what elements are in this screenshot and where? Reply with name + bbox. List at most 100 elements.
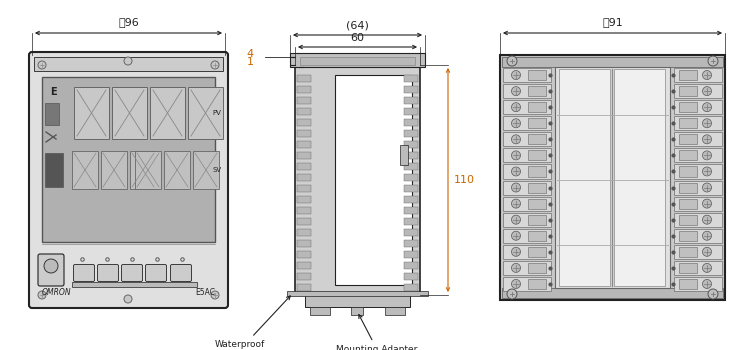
Bar xyxy=(674,245,722,259)
Bar xyxy=(404,229,418,236)
Bar xyxy=(528,198,546,209)
FancyBboxPatch shape xyxy=(170,265,191,281)
FancyBboxPatch shape xyxy=(38,254,64,286)
Bar xyxy=(528,70,546,80)
Bar xyxy=(674,277,722,291)
Text: 91: 91 xyxy=(602,17,622,27)
Bar xyxy=(404,75,418,82)
Bar xyxy=(404,141,418,148)
Bar xyxy=(297,152,311,159)
Bar xyxy=(297,119,311,126)
Circle shape xyxy=(703,135,712,144)
Bar xyxy=(297,207,311,214)
Circle shape xyxy=(512,279,520,288)
Circle shape xyxy=(512,86,520,96)
FancyBboxPatch shape xyxy=(122,265,142,281)
Bar xyxy=(297,262,311,269)
Bar xyxy=(502,288,723,298)
Bar xyxy=(297,273,311,280)
Bar xyxy=(528,215,546,225)
Bar xyxy=(404,86,418,93)
Bar xyxy=(679,279,697,289)
Bar xyxy=(528,167,546,176)
Text: PV: PV xyxy=(212,110,221,116)
Bar xyxy=(297,240,311,247)
Bar xyxy=(404,108,418,115)
Bar xyxy=(674,148,722,162)
Bar xyxy=(679,247,697,257)
Bar xyxy=(295,65,420,295)
Bar xyxy=(674,197,722,211)
Bar xyxy=(674,100,722,114)
Bar xyxy=(297,229,311,236)
Bar xyxy=(297,174,311,181)
Circle shape xyxy=(38,61,46,69)
Bar xyxy=(297,185,311,192)
Circle shape xyxy=(124,295,132,303)
Bar xyxy=(45,103,59,125)
Bar xyxy=(404,218,418,225)
Bar xyxy=(674,84,722,98)
Circle shape xyxy=(703,151,712,160)
Bar xyxy=(404,174,418,181)
Circle shape xyxy=(703,86,712,96)
Circle shape xyxy=(512,264,520,272)
Bar xyxy=(164,151,190,189)
Circle shape xyxy=(512,119,520,128)
Bar xyxy=(674,68,722,82)
Bar xyxy=(404,130,418,137)
Bar xyxy=(674,213,722,227)
Bar xyxy=(555,67,670,288)
Text: 110: 110 xyxy=(454,175,475,185)
Bar xyxy=(310,307,330,315)
Bar xyxy=(404,207,418,214)
Bar xyxy=(42,77,215,242)
Bar xyxy=(503,277,551,291)
Bar xyxy=(503,261,551,275)
Bar xyxy=(503,197,551,211)
Bar xyxy=(528,118,546,128)
Bar xyxy=(679,118,697,128)
Bar xyxy=(503,68,551,82)
Circle shape xyxy=(512,199,520,208)
Circle shape xyxy=(703,183,712,192)
Text: 1: 1 xyxy=(247,57,254,67)
Circle shape xyxy=(512,247,520,256)
Bar xyxy=(503,148,551,162)
Bar xyxy=(297,218,311,225)
Circle shape xyxy=(512,167,520,176)
Text: E: E xyxy=(50,87,57,97)
Circle shape xyxy=(703,231,712,240)
Bar xyxy=(297,196,311,203)
Bar xyxy=(503,245,551,259)
Bar xyxy=(674,181,722,195)
Circle shape xyxy=(703,119,712,128)
Text: Mounting Adapter: Mounting Adapter xyxy=(336,315,418,350)
Text: SV: SV xyxy=(212,167,221,173)
Circle shape xyxy=(211,61,219,69)
Bar xyxy=(130,151,156,189)
FancyBboxPatch shape xyxy=(146,265,166,281)
Bar xyxy=(135,151,161,189)
Bar xyxy=(679,198,697,209)
Bar xyxy=(503,229,551,243)
Bar xyxy=(404,251,418,258)
Bar xyxy=(112,87,147,139)
Bar xyxy=(34,57,223,71)
Bar xyxy=(674,164,722,178)
Bar xyxy=(297,75,311,82)
Circle shape xyxy=(512,183,520,192)
Bar xyxy=(679,134,697,144)
FancyBboxPatch shape xyxy=(98,265,118,281)
Bar xyxy=(503,164,551,178)
Bar xyxy=(679,150,697,160)
Bar xyxy=(679,231,697,241)
FancyBboxPatch shape xyxy=(29,52,228,308)
Bar xyxy=(287,291,428,296)
Circle shape xyxy=(703,71,712,79)
Circle shape xyxy=(512,103,520,112)
Bar xyxy=(72,282,197,287)
Bar xyxy=(503,132,551,146)
Bar xyxy=(503,100,551,114)
Circle shape xyxy=(512,231,520,240)
